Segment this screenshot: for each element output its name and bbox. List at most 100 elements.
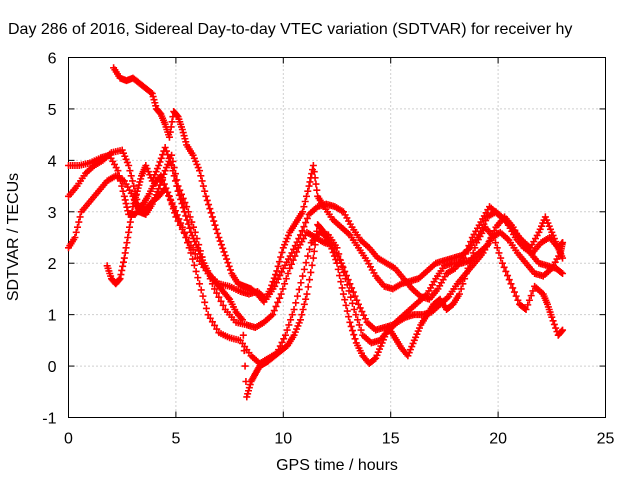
axis-ticks: 0 5 10 15 20 25 -1 0 1 2 3 4 5 6 — [42, 51, 614, 448]
data-point — [198, 177, 206, 185]
data-point — [185, 244, 193, 252]
data-point — [457, 285, 465, 293]
data-point — [495, 249, 503, 257]
data-point — [219, 301, 227, 309]
data-point — [354, 316, 362, 324]
data-point — [303, 214, 311, 222]
data-point — [350, 306, 358, 313]
data-point — [289, 256, 297, 264]
data-point — [300, 223, 308, 231]
data-point — [478, 224, 486, 232]
data-point — [212, 225, 220, 233]
data-point — [239, 331, 247, 339]
data-point — [346, 318, 354, 326]
data-point — [120, 192, 128, 200]
data-point — [461, 275, 469, 283]
data-point — [117, 271, 125, 279]
data-point — [358, 308, 366, 316]
data-point — [469, 249, 477, 257]
data-point — [522, 306, 530, 313]
data-point — [510, 288, 518, 296]
y-tick-label: 0 — [48, 359, 57, 376]
data-point — [166, 128, 174, 136]
data-point — [205, 201, 213, 209]
data-point — [308, 261, 316, 269]
data-point — [557, 268, 565, 276]
data-point — [525, 296, 533, 304]
data-point — [171, 207, 179, 215]
data-point — [466, 259, 474, 267]
data-point — [357, 326, 365, 334]
data-point — [226, 266, 234, 274]
data-point — [347, 322, 355, 330]
data-point — [285, 321, 293, 329]
data-point — [345, 287, 353, 295]
grid-lines — [68, 57, 606, 418]
data-point — [361, 315, 369, 323]
data-point — [165, 133, 173, 141]
data-point — [507, 280, 515, 288]
data-point — [505, 276, 513, 284]
data-point — [343, 281, 351, 289]
data-point — [210, 217, 218, 225]
data-point — [498, 259, 506, 267]
data-point — [312, 234, 320, 242]
data-point — [482, 217, 490, 225]
data-point — [147, 88, 155, 96]
data-point — [214, 229, 222, 237]
data-point — [173, 211, 181, 219]
data-point — [116, 275, 124, 283]
data-point — [127, 172, 135, 180]
x-tick-label: 25 — [597, 431, 615, 448]
series-3 — [65, 172, 567, 367]
data-point — [299, 306, 307, 313]
data-point — [180, 228, 188, 236]
data-point — [126, 218, 134, 226]
data-point — [480, 220, 488, 228]
data-point — [161, 185, 169, 193]
data-point — [334, 265, 342, 273]
data-point — [309, 162, 317, 169]
x-tick-label: 10 — [274, 431, 292, 448]
data-point — [351, 335, 359, 343]
data-point — [339, 263, 347, 271]
data-point — [127, 213, 135, 221]
data-point — [178, 223, 186, 231]
data-point — [180, 208, 188, 216]
data-point — [293, 248, 301, 256]
data-point — [327, 241, 335, 249]
data-point — [514, 296, 522, 304]
data-point — [509, 284, 517, 292]
data-point — [353, 296, 361, 304]
data-point — [273, 267, 281, 275]
data-point — [305, 182, 313, 190]
data-point — [550, 320, 558, 328]
data-point — [211, 285, 219, 293]
data-point — [169, 167, 177, 175]
data-point — [115, 276, 123, 284]
data-point — [284, 270, 292, 277]
data-point — [504, 272, 512, 280]
data-point — [166, 158, 174, 166]
data-point — [295, 285, 303, 293]
data-point — [307, 268, 315, 276]
data-point — [342, 275, 350, 283]
data-point — [206, 314, 214, 322]
data-point — [184, 220, 192, 228]
data-point — [129, 177, 137, 185]
data-point — [559, 326, 567, 334]
data-point — [204, 311, 212, 319]
data-point — [128, 208, 136, 216]
data-point — [266, 285, 274, 293]
data-point — [298, 311, 306, 319]
data-point — [287, 260, 295, 268]
data-point — [277, 253, 285, 261]
series-4 — [103, 144, 567, 401]
data-point — [168, 199, 176, 207]
data-point — [165, 154, 173, 162]
data-point — [524, 301, 532, 309]
data-point — [197, 286, 205, 294]
data-point — [277, 290, 285, 298]
data-point — [165, 192, 173, 200]
data-point — [298, 227, 306, 235]
